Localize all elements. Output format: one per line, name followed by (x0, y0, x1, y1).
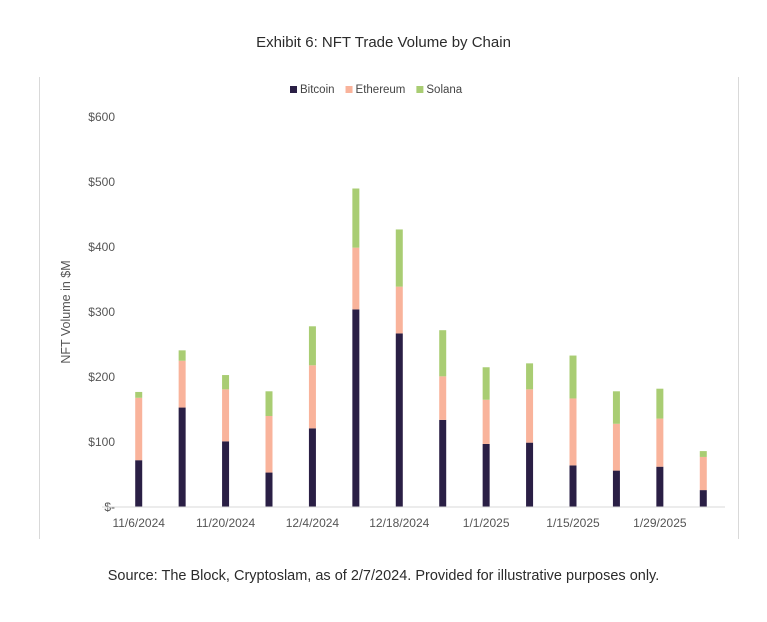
legend-swatch-bitcoin (290, 86, 297, 93)
y-tick-label: $300 (88, 305, 115, 319)
bar-bitcoin-13 (656, 466, 664, 507)
bar-ethereum-11 (569, 398, 577, 466)
legend-label-ethereum: Ethereum (356, 84, 406, 96)
legend: Bitcoin Ethereum Solana (290, 84, 463, 96)
bars (135, 188, 707, 507)
x-tick-label: 1/1/2025 (463, 516, 510, 530)
bar-bitcoin-11 (569, 465, 577, 507)
x-tick-label: 1/15/2025 (546, 516, 600, 530)
bar-bitcoin-3 (222, 441, 230, 507)
x-tick-label: 12/18/2024 (369, 516, 429, 530)
bar-solana-11 (569, 355, 577, 399)
legend-swatch-solana (416, 86, 424, 93)
bar-ethereum-3 (222, 389, 230, 442)
y-tick-label: $400 (88, 240, 115, 254)
bar-ethereum-5 (308, 365, 316, 429)
x-tick-label: 11/6/2024 (112, 516, 165, 530)
bar-solana-7 (395, 229, 403, 287)
bar-ethereum-13 (656, 418, 664, 467)
legend-swatch-ethereum (345, 86, 353, 93)
x-tick-label: 11/20/2024 (196, 516, 255, 530)
chart-frame (39, 77, 739, 539)
bar-bitcoin-1 (135, 460, 143, 507)
bar-ethereum-9 (482, 399, 490, 444)
bar-ethereum-7 (395, 286, 403, 334)
bar-ethereum-8 (439, 376, 447, 420)
legend-label-bitcoin: Bitcoin (300, 84, 335, 96)
bar-solana-10 (526, 363, 534, 390)
y-tick-label: $500 (88, 175, 115, 189)
bar-bitcoin-9 (482, 443, 490, 507)
y-axis-label: NFT Volume in $M (59, 260, 73, 363)
bar-bitcoin-7 (395, 333, 403, 507)
bar-bitcoin-5 (308, 428, 316, 507)
bar-ethereum-6 (352, 247, 360, 310)
bar-solana-12 (612, 391, 620, 424)
bar-ethereum-1 (135, 397, 143, 461)
bar-solana-9 (482, 367, 490, 400)
bar-solana-3 (222, 375, 230, 390)
bar-solana-4 (265, 391, 273, 416)
bar-bitcoin-4 (265, 472, 273, 507)
bar-solana-2 (178, 350, 186, 361)
bar-bitcoin-2 (178, 407, 186, 507)
bar-bitcoin-8 (439, 419, 447, 507)
y-tick-label: $600 (88, 110, 115, 124)
y-tick-label: $100 (88, 435, 115, 449)
bar-bitcoin-14 (699, 490, 707, 507)
bar-solana-6 (352, 188, 360, 248)
bar-solana-5 (308, 326, 316, 366)
x-axis: 11/6/2024 11/20/2024 12/4/2024 12/18/2024 1/… (102, 506, 725, 530)
x-tick-label: 12/4/2024 (286, 516, 340, 530)
stacked-bar-chart: Bitcoin Ethereum Solana $-$100$200$300$400… (59, 84, 725, 530)
bar-ethereum-4 (265, 416, 273, 473)
bar-solana-8 (439, 330, 447, 377)
bar-solana-1 (135, 391, 143, 398)
x-tick-label: 1/29/2025 (633, 516, 687, 530)
bar-solana-13 (656, 388, 664, 419)
bar-solana-14 (699, 451, 707, 457)
bar-ethereum-14 (699, 456, 707, 491)
bar-ethereum-12 (612, 423, 620, 471)
chart-title: Exhibit 6: NFT Trade Volume by Chain (256, 34, 511, 51)
bar-ethereum-10 (526, 389, 534, 443)
bar-bitcoin-10 (526, 442, 534, 507)
legend-label-solana: Solana (426, 84, 462, 96)
bar-ethereum-2 (178, 360, 186, 408)
y-tick-label: $200 (88, 370, 115, 384)
bar-bitcoin-6 (352, 309, 360, 507)
bar-bitcoin-12 (612, 470, 620, 507)
source-note: Source: The Block, Cryptoslam, as of 2/7… (107, 568, 660, 584)
